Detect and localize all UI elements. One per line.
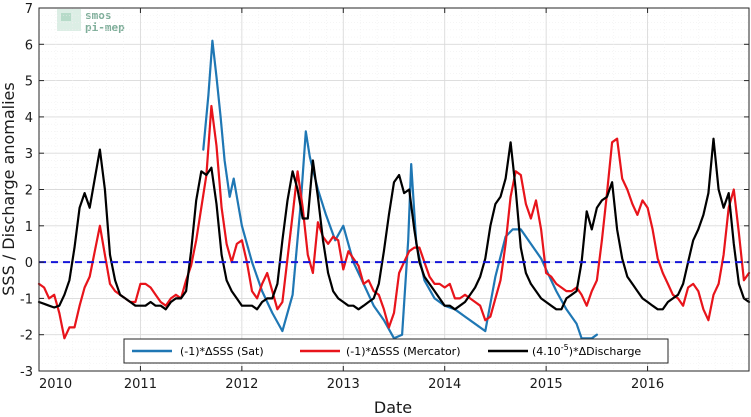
x-tick-label: 2011	[124, 377, 157, 392]
legend-box	[123, 338, 669, 364]
smos-pimep-logo: smos pi-mep	[57, 9, 125, 34]
x-tick-label: 2013	[327, 377, 360, 392]
legend-label-discharge: (4.10-5)*ΔDischarge	[532, 343, 641, 358]
x-tick-label: 2010	[39, 377, 72, 392]
series-lines	[37, 39, 751, 340]
series-line-discharge	[37, 137, 751, 311]
x-tick-label: 2014	[428, 377, 461, 392]
x-tick-label: 2015	[530, 377, 563, 392]
legend: (-1)*ΔSSS (Sat) (-1)*ΔSSS (Mercator) (4.…	[123, 338, 669, 364]
logo-line1: smos	[85, 9, 112, 22]
logo-line2: pi-mep	[85, 21, 125, 34]
y-tick-label: -2	[20, 329, 33, 344]
y-axis-title: SSS / Discharge anomalies	[0, 82, 18, 295]
logo-mark-inner	[61, 13, 71, 21]
series-line-sat	[202, 39, 599, 340]
x-axis-title: Date	[374, 398, 412, 417]
legend-label-discharge-exponent: -5	[561, 343, 569, 352]
y-tick-label: 4	[25, 111, 33, 126]
y-tick-label: 5	[25, 75, 33, 90]
y-tick-label: 3	[25, 147, 33, 162]
y-tick-label: 6	[25, 38, 33, 53]
x-tick-label: 2016	[631, 377, 664, 392]
y-tick-label: 7	[25, 2, 33, 17]
y-tick-label: 1	[25, 220, 33, 235]
y-tick-label: -1	[20, 292, 33, 307]
legend-label-discharge-suffix: )*ΔDischarge	[569, 345, 642, 358]
y-tick-label: 0	[25, 256, 33, 271]
x-tick-label: 2012	[225, 377, 258, 392]
legend-label-mercator: (-1)*ΔSSS (Mercator)	[346, 345, 461, 358]
legend-label-sat: (-1)*ΔSSS (Sat)	[180, 345, 264, 358]
y-tick-label: 2	[25, 184, 33, 199]
series-line-mercator	[37, 104, 751, 340]
legend-label-discharge-prefix: (4.10	[532, 345, 561, 358]
y-tick-label: -3	[20, 365, 33, 380]
axis-ticks: -3 -2 -1 0 1 2 3 4 5 6 7 2010 2011 2012 2013 2014 2015 20…	[20, 2, 749, 392]
